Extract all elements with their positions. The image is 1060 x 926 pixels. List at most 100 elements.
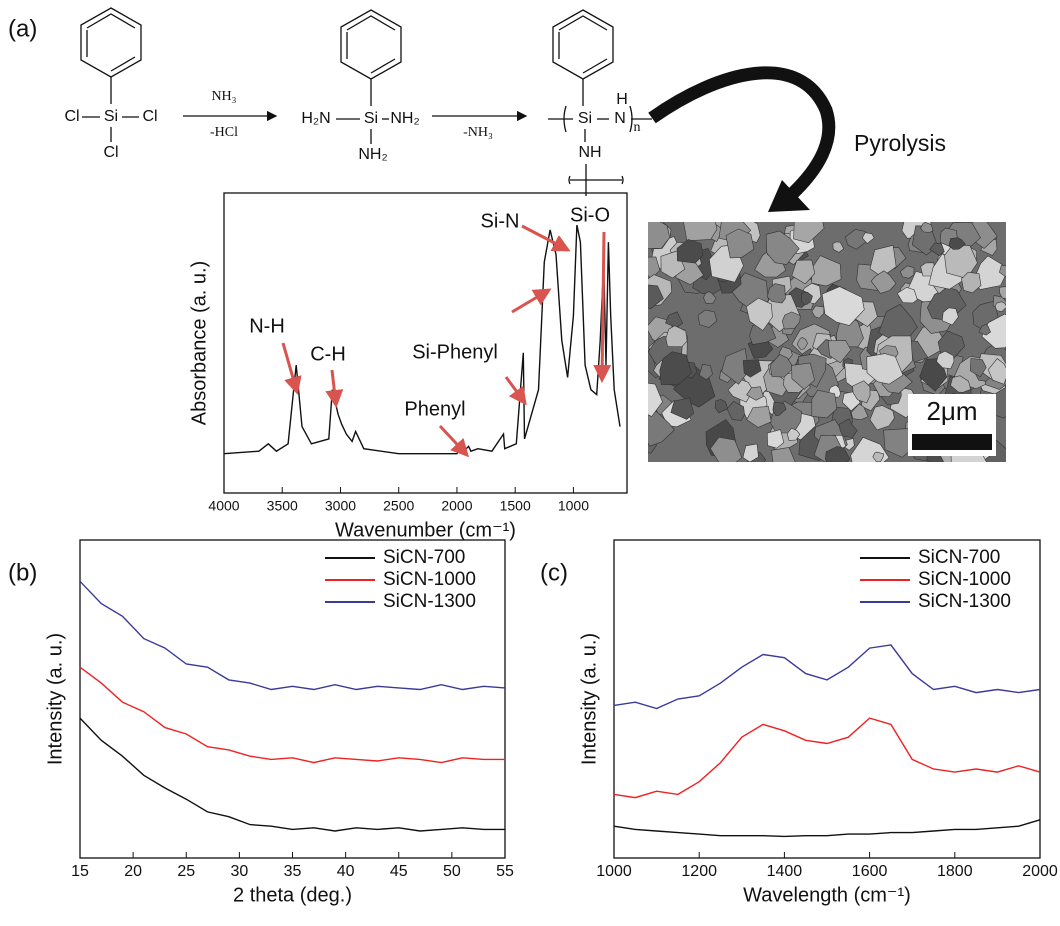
- panel-label: (c): [540, 559, 568, 586]
- atom: Cl: [103, 144, 118, 161]
- grain: [796, 337, 808, 350]
- peak-label: Si-N: [481, 210, 520, 232]
- y-axis-label: Absorbance (a. u.): [188, 261, 210, 426]
- grain: [827, 340, 852, 364]
- grain: [899, 265, 915, 279]
- grain: [769, 354, 795, 378]
- panel-label: (a): [8, 15, 37, 42]
- grain: [746, 386, 764, 401]
- x-tick-label: 40: [337, 863, 355, 880]
- peak-arrow: [325, 369, 344, 408]
- atom: H₂N: [301, 110, 330, 127]
- grain: [771, 447, 796, 462]
- grain: [811, 389, 838, 419]
- grain: [749, 319, 777, 345]
- grain: [839, 418, 858, 439]
- grain: [941, 307, 959, 326]
- grain: [920, 222, 934, 233]
- grain: [998, 286, 1006, 300]
- grain: [676, 239, 704, 264]
- grain: [896, 286, 918, 304]
- grain: [832, 241, 845, 253]
- grain: [866, 353, 904, 385]
- grain: [665, 325, 688, 348]
- grain: [727, 378, 754, 403]
- grain: [948, 237, 966, 250]
- benzene-ring: [552, 9, 614, 106]
- x-tick-label: 1200: [681, 863, 717, 880]
- bonds: [82, 116, 139, 142]
- grain: [852, 380, 871, 404]
- grain: [994, 301, 1006, 313]
- x-tick-label: 1600: [852, 863, 888, 880]
- grain: [742, 359, 762, 378]
- x-tick-label: 25: [177, 863, 195, 880]
- data-line: [613, 644, 1041, 710]
- grain: [950, 375, 972, 393]
- x-tick-label: 1000: [596, 863, 632, 880]
- grain: [845, 229, 868, 250]
- grain: [999, 264, 1006, 277]
- peak-label: N-H: [249, 315, 285, 337]
- plot-frame: [223, 192, 628, 494]
- grain: [648, 411, 675, 447]
- plot-frame: [613, 539, 1041, 859]
- bonds: [548, 105, 652, 196]
- data-line: [79, 580, 506, 691]
- atom: NH₂: [390, 110, 419, 127]
- grain: [850, 403, 869, 421]
- data-line: [79, 717, 505, 832]
- grain: [766, 429, 785, 449]
- x-tick-label: 2500: [383, 498, 414, 514]
- atom: NH₂: [358, 146, 387, 163]
- grain: [781, 311, 801, 330]
- atom: H: [616, 91, 628, 108]
- peak-label: Si-O: [570, 204, 610, 226]
- x-axis-label: Wavelength (cm⁻¹): [743, 884, 911, 906]
- panel-label: (b): [8, 559, 37, 586]
- x-tick-label: 45: [390, 863, 408, 880]
- grain: [746, 406, 772, 428]
- grain: [978, 323, 991, 336]
- x-tick-label: 1800: [937, 863, 973, 880]
- peak-arrow: [438, 424, 470, 458]
- grain: [683, 222, 718, 242]
- legend-label: SiCN-1000: [918, 569, 1011, 590]
- pyrolysis-arrow: [648, 66, 836, 201]
- peak-label: Si-Phenyl: [412, 341, 498, 363]
- x-tick-label: 2000: [1022, 863, 1058, 880]
- grain: [648, 284, 664, 310]
- grain: [972, 255, 1006, 290]
- grain: [786, 427, 801, 441]
- grain: [791, 362, 815, 390]
- peak-label: Phenyl: [404, 398, 465, 420]
- atom: Cl: [142, 108, 157, 125]
- x-tick-label: 15: [71, 863, 89, 880]
- peak-arrow: [593, 231, 612, 383]
- grain: [697, 309, 718, 328]
- x-tick-label: 1000: [558, 498, 589, 514]
- x-axis-label: 2 theta (deg.): [233, 884, 352, 906]
- x-tick-label: 1500: [500, 498, 531, 514]
- grain: [870, 270, 897, 294]
- legend-label: SiCN-1300: [918, 591, 1011, 612]
- data-line: [79, 666, 505, 764]
- atom: Si: [104, 108, 118, 125]
- x-tick-label: 3000: [325, 498, 356, 514]
- scale-bar: [912, 434, 992, 450]
- peak-arrow: [281, 342, 302, 395]
- y-axis-label: Intensity (a. u.): [578, 633, 600, 765]
- x-tick-label: 35: [284, 863, 302, 880]
- grain: [725, 228, 755, 259]
- peak-label: C-H: [310, 343, 346, 365]
- grain: [659, 351, 692, 386]
- x-tick-label: 55: [496, 863, 514, 880]
- grain: [861, 232, 875, 245]
- grain: [726, 401, 745, 421]
- x-axis-label: Wavenumber (cm⁻¹): [335, 519, 516, 541]
- data-line: [613, 717, 1041, 799]
- grain: [742, 443, 759, 462]
- grain: [869, 405, 895, 431]
- legend-label: SiCN-1000: [383, 569, 476, 590]
